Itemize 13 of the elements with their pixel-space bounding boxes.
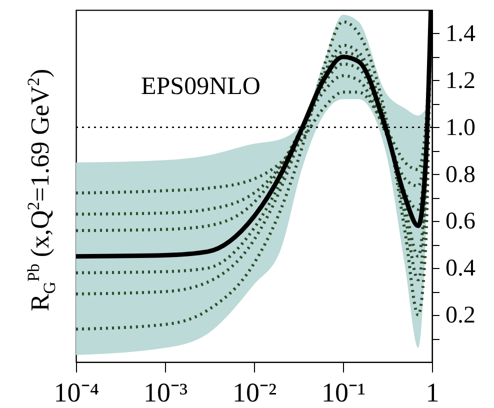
x-tick-label: 10⁻¹ — [321, 378, 366, 408]
y-tick-label: 1.4 — [446, 20, 476, 47]
y-tick-label: 0.6 — [446, 208, 476, 235]
y-tick-label: 0.8 — [446, 162, 476, 188]
y-tick-label: 0.2 — [446, 302, 476, 329]
x-tick-label: 10⁻⁴ — [54, 378, 100, 408]
y-tick-label: 1.2 — [446, 68, 476, 94]
x-tick-label: 10⁻³ — [143, 378, 188, 408]
x-tick-label: 10⁻² — [232, 378, 277, 408]
y-tick-label: 0.4 — [446, 256, 476, 282]
x-tick-label: 1 — [426, 378, 440, 408]
y-tick-label: 1.0 — [446, 114, 476, 141]
annotation: EPS09NLO — [141, 73, 260, 100]
